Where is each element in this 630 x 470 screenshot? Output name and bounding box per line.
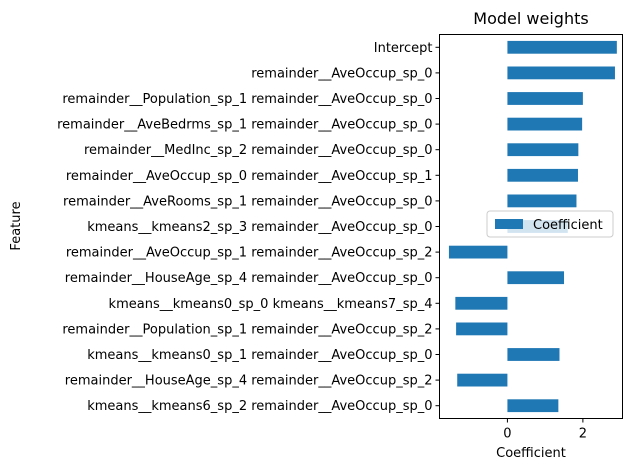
bar bbox=[507, 271, 565, 285]
bar bbox=[507, 40, 617, 54]
bar bbox=[457, 373, 508, 387]
x-axis-label: Coefficient bbox=[496, 446, 566, 461]
x-tick-label: 2 bbox=[579, 427, 587, 442]
legend-label: Coefficient bbox=[533, 218, 603, 233]
bar bbox=[456, 322, 508, 336]
y-tick-label: remainder__AveRooms_sp_1 remainder__AveO… bbox=[63, 194, 432, 209]
y-tick-label: kmeans__kmeans2_sp_3 remainder__AveOccup… bbox=[87, 220, 432, 235]
y-tick-label: remainder__Population_sp_1 remainder__Av… bbox=[62, 322, 432, 337]
legend-box bbox=[486, 210, 614, 238]
y-tick-label: remainder__AveBedrms_sp_1 remainder__Ave… bbox=[57, 118, 432, 133]
y-tick-label: remainder__AveOccup_sp_0 bbox=[251, 66, 432, 81]
bar bbox=[448, 245, 508, 259]
y-axis-label: Feature bbox=[9, 201, 24, 250]
y-tick-label: remainder__MedInc_sp_2 remainder__AveOcc… bbox=[84, 143, 433, 158]
y-tick-label: remainder__HouseAge_sp_4 remainder__AveO… bbox=[65, 271, 433, 286]
bar bbox=[507, 194, 577, 208]
bar bbox=[507, 143, 579, 157]
y-tick-label: remainder__AveOccup_sp_0 remainder__AveO… bbox=[66, 169, 433, 184]
chart-title: Model weights bbox=[473, 9, 588, 28]
legend-swatch bbox=[495, 219, 523, 229]
bar bbox=[455, 296, 508, 310]
bar bbox=[507, 168, 578, 182]
x-tick-label: 0 bbox=[503, 427, 511, 442]
y-tick-label: remainder__AveOccup_sp_1 remainder__AveO… bbox=[66, 246, 433, 261]
y-tick-label: kmeans__kmeans0_sp_0 kmeans__kmeans7_sp_… bbox=[109, 297, 433, 312]
bar bbox=[507, 92, 583, 105]
plot-frame bbox=[439, 34, 623, 419]
y-tick-labels: Intercept remainder__AveOccup_sp_0remaind… bbox=[57, 41, 440, 414]
bar bbox=[507, 117, 583, 131]
y-tick-label: remainder__HouseAge_sp_4 remainder__AveO… bbox=[65, 374, 433, 389]
bar bbox=[507, 66, 615, 80]
legend: Coefficient bbox=[486, 210, 614, 238]
y-tick-label: Intercept bbox=[374, 41, 433, 56]
y-tick-label: remainder__Population_sp_1 remainder__Av… bbox=[62, 92, 432, 107]
y-tick-label: kmeans__kmeans0_sp_1 remainder__AveOccup… bbox=[87, 348, 432, 363]
bar bbox=[507, 399, 559, 413]
y-tick-label: kmeans__kmeans6_sp_2 remainder__AveOccup… bbox=[87, 399, 432, 414]
bar bbox=[507, 348, 560, 361]
